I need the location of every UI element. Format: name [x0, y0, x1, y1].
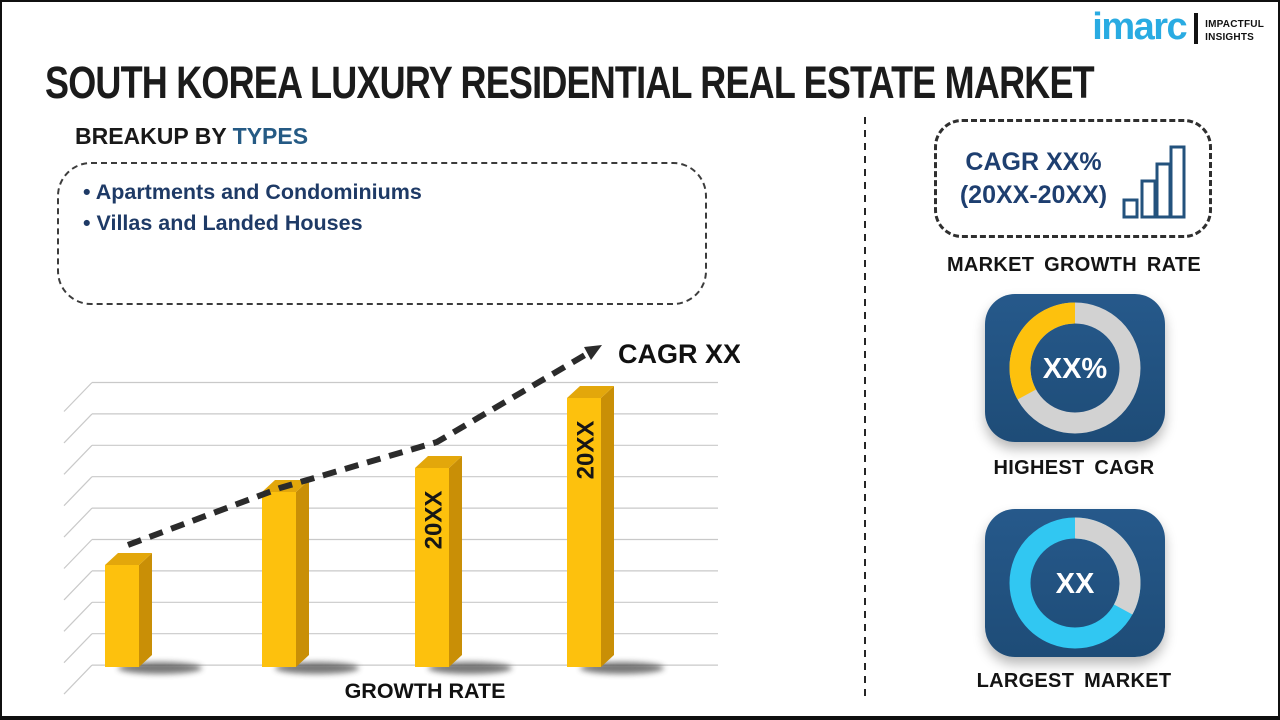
highest-cagr-donut: XX% — [1009, 302, 1141, 434]
list-item: Apartments and Condominiums — [83, 177, 681, 208]
trend-arrowhead-icon — [584, 345, 602, 360]
bar-top-face — [567, 386, 614, 398]
bar-chart-icon — [1122, 145, 1186, 218]
cagr-value: CAGR XX% — [965, 148, 1102, 176]
bar-label: 20XX — [421, 491, 448, 550]
logo-divider-bar — [1194, 13, 1199, 44]
market-growth-rate-card: CAGR XX% (20XX-20XX) — [934, 119, 1212, 238]
cagr-range-text: CAGR XX% (20XX-20XX) — [960, 146, 1107, 211]
bar — [262, 492, 296, 667]
donut-highlight-arc — [1074, 517, 1141, 615]
bar — [105, 565, 139, 667]
types-list-box: Apartments and Condominiums Villas and L… — [57, 162, 707, 305]
bar-side-face — [601, 386, 614, 667]
x-axis-label: GROWTH RATE — [345, 679, 506, 703]
logo-tagline-line2: INSIGHTS — [1205, 31, 1254, 43]
bar-side-face — [449, 456, 462, 667]
breakup-heading-prefix: BREAKUP BY — [75, 123, 233, 149]
list-item: Villas and Landed Houses — [83, 208, 681, 239]
cagr-period: (20XX-20XX) — [959, 180, 1108, 209]
trend-arrow — [126, 345, 602, 548]
trend-dashed-line — [126, 352, 587, 548]
breakup-heading-highlight: TYPES — [232, 123, 309, 149]
largest-market-label: LARGEST MARKET — [976, 670, 1172, 692]
cagr-annotation: CAGR XX% — [618, 339, 740, 369]
highest-cagr-card: XX% — [985, 294, 1165, 442]
largest-market-donut: XX — [1009, 517, 1141, 649]
bar-side-face — [296, 480, 309, 667]
page-title: SOUTH KOREA LUXURY RESIDENTIAL REAL ESTA… — [45, 57, 1095, 108]
bar-label: 20XX — [573, 421, 600, 480]
section-divider — [864, 117, 866, 701]
market-growth-rate-label: MARKET GROWTH RATE — [946, 254, 1202, 276]
donut-highlight-arc — [1009, 302, 1076, 400]
growth-rate-bar-chart: 20XX 20XX CAGR XX% GROWTH RATE — [63, 339, 740, 703]
logo-tagline: IMPACTFUL INSIGHTS — [1205, 19, 1264, 46]
bar — [567, 398, 601, 667]
breakup-heading: BREAKUP BY TYPES — [75, 123, 308, 150]
donut-center-value: XX — [1056, 568, 1095, 600]
bar-top-face — [105, 553, 152, 565]
donut-center-value: XX% — [1043, 353, 1108, 385]
imarc-logo-wordmark: imarc — [1092, 6, 1187, 48]
chart-grid — [63, 381, 718, 695]
bar-top-face — [415, 456, 462, 468]
logo-tagline-line1: IMPACTFUL — [1205, 19, 1264, 30]
largest-market-card: XX — [985, 509, 1165, 657]
bar — [415, 468, 449, 667]
chart-bars: 20XX 20XX — [105, 386, 664, 674]
highest-cagr-label: HIGHEST CAGR — [993, 457, 1155, 479]
imarc-logo: imarc IMPACTFUL INSIGHTS — [1092, 8, 1264, 46]
bar-side-face — [139, 553, 152, 667]
types-list: Apartments and Condominiums Villas and L… — [83, 177, 681, 238]
